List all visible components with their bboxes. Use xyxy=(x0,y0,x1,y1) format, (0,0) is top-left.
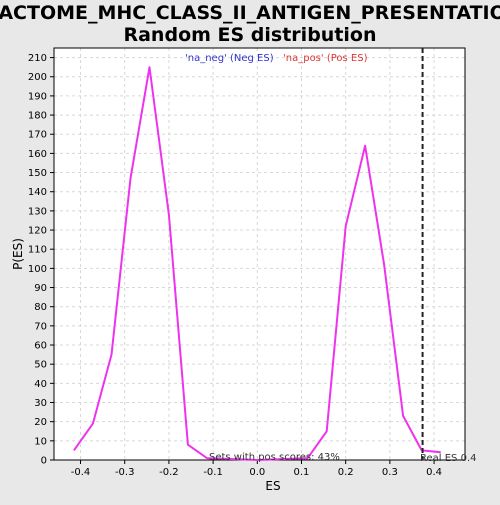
y-tick-label: 130 xyxy=(28,206,47,217)
y-tick-label: 200 xyxy=(28,72,47,83)
y-tick-label: 150 xyxy=(28,168,47,179)
y-tick-label: 110 xyxy=(28,245,47,256)
y-tick-label: 0 xyxy=(41,456,47,467)
chart-title-line-1: REACTOME_MHC_CLASS_II_ANTIGEN_PRESENTATI… xyxy=(0,2,500,24)
real-es-annotation: Real ES 0.4 xyxy=(420,453,476,464)
x-tick-label: -0.3 xyxy=(115,467,135,478)
y-tick-label: 180 xyxy=(28,111,47,122)
plot-area xyxy=(54,48,465,460)
x-axis-label: ES xyxy=(265,479,280,493)
legend-pos: 'na_pos' (Pos ES) xyxy=(283,53,368,64)
x-tick-label: 0.3 xyxy=(382,467,398,478)
y-tick-label: 40 xyxy=(34,379,47,390)
y-tick-label: 60 xyxy=(34,341,47,352)
x-tick-label: -0.1 xyxy=(203,467,223,478)
y-tick-label: 10 xyxy=(34,436,47,447)
y-tick-label: 30 xyxy=(34,398,47,409)
x-tick-label: 0.0 xyxy=(249,467,265,478)
x-tick-label: 0.1 xyxy=(294,467,310,478)
y-tick-label: 80 xyxy=(34,302,47,313)
chart-title-line-2: Random ES distribution xyxy=(123,24,376,46)
y-tick-label: 50 xyxy=(34,360,47,371)
y-tick-label: 170 xyxy=(28,130,47,141)
y-tick-label: 20 xyxy=(34,417,47,428)
x-tick-label: -0.2 xyxy=(159,467,179,478)
y-axis-label: P(ES) xyxy=(11,238,25,270)
text-layer: REACTOME_MHC_CLASS_II_ANTIGEN_PRESENTATI… xyxy=(0,2,500,493)
x-tick-label: -0.4 xyxy=(71,467,91,478)
y-tick-label: 100 xyxy=(28,264,47,275)
legend-neg: 'na_neg' (Neg ES) xyxy=(185,53,274,64)
es-distribution-line xyxy=(73,66,441,461)
y-tick-label: 90 xyxy=(34,283,47,294)
y-tick-label: 140 xyxy=(28,187,47,198)
y-tick-label: 70 xyxy=(34,321,47,332)
y-tick-label: 120 xyxy=(28,226,47,237)
x-tick-label: 0.2 xyxy=(338,467,354,478)
y-tick-label: 210 xyxy=(28,53,47,64)
axis-layer: 0 10 20 30 40 50 60 70 80 90 100 110 120 130 140 150 160… xyxy=(28,47,466,478)
y-tick-label: 160 xyxy=(28,149,47,160)
x-tick-label: 0.4 xyxy=(426,467,442,478)
sets-with-pos-annotation: Sets with pos scores: 43% xyxy=(209,452,340,463)
y-tick-label: 190 xyxy=(28,91,47,102)
series-layer xyxy=(73,66,441,461)
